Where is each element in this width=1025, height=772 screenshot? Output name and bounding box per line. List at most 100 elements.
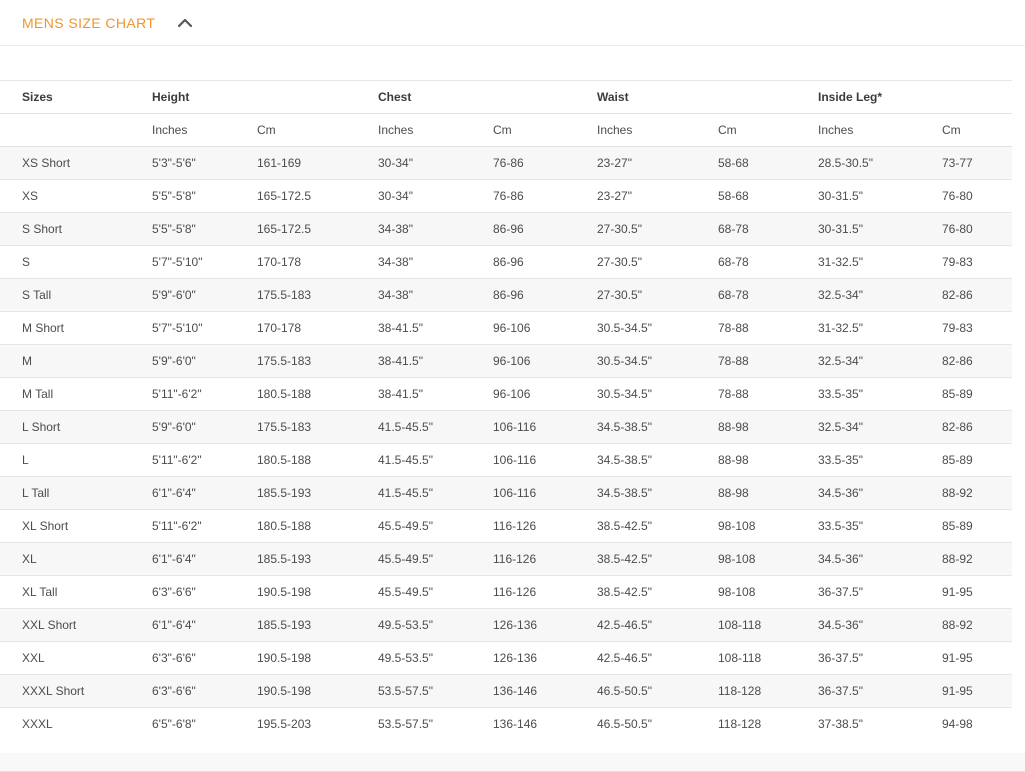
table-cell: 27-30.5" bbox=[597, 288, 642, 302]
table-row: XL 6'1"-6'4" 185.5-193 45.5-49.5" 116-126 38.… bbox=[0, 542, 1013, 576]
table-cell: 23-27" bbox=[597, 156, 632, 170]
table-cell: 96-106 bbox=[493, 321, 531, 335]
column-subheader: Cm bbox=[493, 113, 597, 147]
table-cell: 82-86 bbox=[942, 420, 973, 434]
table-cell: 180.5-188 bbox=[257, 387, 312, 401]
table-cell: 6'1"-6'4" bbox=[152, 618, 196, 632]
table-cell: 5'11"-6'2" bbox=[152, 453, 202, 467]
table-cell: 5'5"-5'8" bbox=[152, 222, 196, 236]
table-cell: 34.5-38.5" bbox=[597, 486, 652, 500]
table-cell: 82-86 bbox=[942, 354, 973, 368]
table-cell: 45.5-49.5" bbox=[378, 519, 433, 533]
table-cell: 88-92 bbox=[942, 552, 973, 566]
column-group-row: Sizes Height Chest Waist Inside Leg* bbox=[0, 80, 1013, 114]
table-cell: 34.5-38.5" bbox=[597, 453, 652, 467]
table-cell: 190.5-198 bbox=[257, 684, 312, 698]
table-cell: 106-116 bbox=[493, 486, 537, 500]
table-cell: 6'1"-6'4" bbox=[152, 486, 196, 500]
table-cell: 91-95 bbox=[942, 684, 973, 698]
table-cell: 58-68 bbox=[718, 189, 749, 203]
table-cell: 34-38" bbox=[378, 288, 413, 302]
table-cell: 185.5-193 bbox=[257, 552, 312, 566]
size-label-cell: XL Short bbox=[22, 519, 69, 533]
table-cell: 33.5-35" bbox=[818, 387, 863, 401]
table-cell: 73-77 bbox=[942, 156, 973, 170]
table-cell: 30-34" bbox=[378, 156, 413, 170]
size-label-cell: S bbox=[22, 255, 31, 269]
table-cell: 42.5-46.5" bbox=[597, 651, 652, 665]
size-label-cell: XL bbox=[22, 552, 37, 566]
table-cell: 38.5-42.5" bbox=[597, 552, 652, 566]
table-cell: 76-80 bbox=[942, 189, 973, 203]
table-cell: 161-169 bbox=[257, 156, 302, 170]
table-row: XXL 6'3"-6'6" 190.5-198 49.5-53.5" 126-136 42… bbox=[0, 642, 1013, 675]
column-subheader: Inches bbox=[597, 113, 718, 147]
column-subheader-row: Inches Cm Inches Cm Inches Cm Inches Cm bbox=[0, 113, 1013, 147]
table-cell: 86-96 bbox=[493, 222, 524, 236]
table-cell: 38.5-42.5" bbox=[597, 519, 652, 533]
footer-band bbox=[0, 752, 1025, 772]
table-row: S Short 5'5"-5'8" 165-172.5 34-38" 86-96 27-3… bbox=[0, 212, 1013, 246]
table-cell: 126-136 bbox=[493, 618, 538, 632]
table-cell: 88-98 bbox=[718, 420, 749, 434]
table-cell: 38-41.5" bbox=[378, 321, 423, 335]
table-row: S 5'7"-5'10" 170-178 34-38" 86-96 27-30.5" 68-… bbox=[0, 246, 1013, 279]
table-cell: 6'1"-6'4" bbox=[152, 552, 196, 566]
table-cell: 36-37.5" bbox=[818, 684, 863, 698]
table-body: XS Short 5'3"-5'6" 161-169 30-34" 76-86 23-27… bbox=[0, 146, 1013, 741]
table-cell: 185.5-193 bbox=[257, 618, 312, 632]
table-cell: 36-37.5" bbox=[818, 651, 863, 665]
table-cell: 58-68 bbox=[718, 156, 749, 170]
table-cell: 108-118 bbox=[718, 618, 762, 632]
table-cell: 53.5-57.5" bbox=[378, 684, 433, 698]
size-label-cell: XXXL bbox=[22, 717, 53, 732]
table-cell: 32.5-34" bbox=[818, 288, 863, 302]
table-cell: 118-128 bbox=[718, 684, 762, 698]
table-cell: 85-89 bbox=[942, 519, 973, 533]
table-row: XXXL Short 6'3"-6'6" 190.5-198 53.5-57.5" 13… bbox=[0, 674, 1013, 708]
column-subheader: Cm bbox=[942, 113, 1013, 147]
table-cell: 46.5-50.5" bbox=[597, 717, 652, 732]
table-cell: 68-78 bbox=[718, 288, 749, 302]
column-group-header: Waist bbox=[597, 80, 818, 114]
chevron-up-icon[interactable] bbox=[177, 18, 193, 28]
table-cell: 175.5-183 bbox=[257, 288, 312, 302]
size-chart-collapse-toggle[interactable]: MENS SIZE CHART bbox=[0, 0, 1025, 46]
column-subheader: Inches bbox=[818, 113, 942, 147]
table-cell: 45.5-49.5" bbox=[378, 585, 433, 599]
table-cell: 34-38" bbox=[378, 255, 413, 269]
table-cell: 76-86 bbox=[493, 156, 524, 170]
table-cell: 28.5-30.5" bbox=[818, 156, 873, 170]
table-cell: 94-98 bbox=[942, 717, 973, 732]
size-label-cell: XXL Short bbox=[22, 618, 77, 632]
size-label-cell: XXL bbox=[22, 651, 45, 665]
table-cell: 108-118 bbox=[718, 651, 762, 665]
table-cell: 36-37.5" bbox=[818, 585, 863, 599]
table-cell: 85-89 bbox=[942, 453, 973, 467]
table-cell: 79-83 bbox=[942, 321, 973, 335]
table-cell: 27-30.5" bbox=[597, 255, 642, 269]
table-cell: 79-83 bbox=[942, 255, 973, 269]
table-cell: 190.5-198 bbox=[257, 585, 312, 599]
table-cell: 5'9"-6'0" bbox=[152, 354, 196, 368]
table-cell: 41.5-45.5" bbox=[378, 453, 433, 467]
table-cell: 85-89 bbox=[942, 387, 973, 401]
table-cell: 32.5-34" bbox=[818, 420, 863, 434]
table-row: S Tall 5'9"-6'0" 175.5-183 34-38" 86-96 27-30… bbox=[0, 278, 1013, 312]
table-cell: 33.5-35" bbox=[818, 453, 863, 467]
table-cell: 5'11"-6'2" bbox=[152, 519, 202, 533]
column-group-header: Chest bbox=[378, 80, 597, 114]
table-row: XL Short 5'11"-6'2" 180.5-188 45.5-49.5" 116… bbox=[0, 510, 1013, 543]
size-label-cell: M Tall bbox=[22, 387, 54, 401]
table-cell: 91-95 bbox=[942, 585, 973, 599]
table-cell: 88-92 bbox=[942, 486, 973, 500]
table-row: XXL Short 6'1"-6'4" 185.5-193 49.5-53.5" 126… bbox=[0, 608, 1013, 642]
table-row: M Short 5'7"-5'10" 170-178 38-41.5" 96-106 30… bbox=[0, 312, 1013, 345]
table-cell: 78-88 bbox=[718, 354, 749, 368]
table-cell: 30-31.5" bbox=[818, 222, 863, 236]
table-cell: 190.5-198 bbox=[257, 651, 312, 665]
table-cell: 5'11"-6'2" bbox=[152, 387, 202, 401]
table-cell: 38.5-42.5" bbox=[597, 585, 652, 599]
size-chart-section: Sizes Height Chest Waist Inside Leg* Inches Cm… bbox=[0, 80, 1013, 741]
table-cell: 98-108 bbox=[718, 552, 756, 566]
